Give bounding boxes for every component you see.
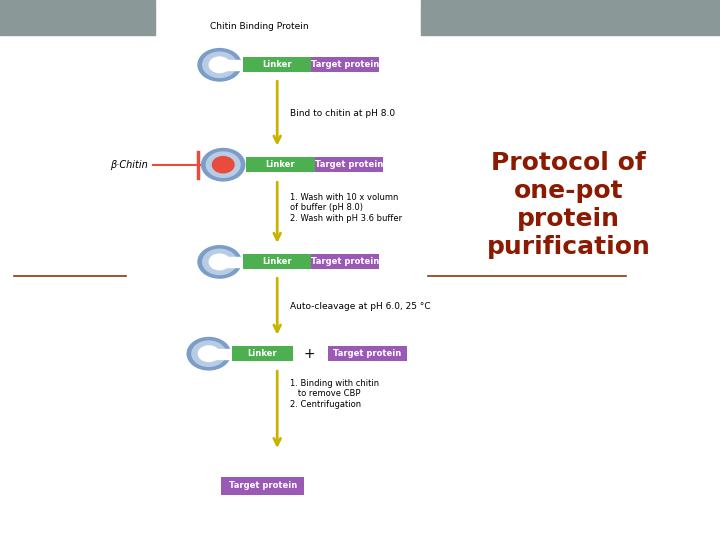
- Circle shape: [203, 52, 236, 77]
- Bar: [219, 257, 241, 267]
- FancyBboxPatch shape: [328, 346, 407, 361]
- FancyBboxPatch shape: [246, 157, 315, 172]
- Circle shape: [210, 57, 230, 72]
- Bar: [421, 0, 720, 35]
- Circle shape: [187, 338, 230, 370]
- Circle shape: [207, 152, 240, 177]
- FancyBboxPatch shape: [315, 157, 383, 172]
- Text: Target protein: Target protein: [311, 60, 379, 69]
- Text: Target protein: Target protein: [333, 349, 401, 358]
- Text: Linker: Linker: [262, 258, 292, 266]
- Circle shape: [210, 254, 230, 269]
- Text: Target protein: Target protein: [229, 482, 297, 490]
- Circle shape: [198, 246, 241, 278]
- Text: 1. Wash with 10 x volumn
of buffer (pH 8.0)
2. Wash with pH 3.6 buffer: 1. Wash with 10 x volumn of buffer (pH 8…: [290, 193, 402, 222]
- FancyBboxPatch shape: [243, 254, 311, 269]
- Circle shape: [192, 341, 225, 366]
- FancyBboxPatch shape: [311, 254, 379, 269]
- FancyBboxPatch shape: [311, 57, 379, 72]
- Text: Chitin Binding Protein: Chitin Binding Protein: [210, 22, 308, 31]
- Text: Target protein: Target protein: [311, 258, 379, 266]
- Text: Target protein: Target protein: [315, 160, 383, 169]
- Circle shape: [199, 346, 219, 361]
- Text: 1. Binding with chitin
   to remove CBP
2. Centrifugation: 1. Binding with chitin to remove CBP 2. …: [290, 379, 379, 409]
- Text: Protocol of
one-pot
protein
purification: Protocol of one-pot protein purification: [487, 152, 651, 259]
- Circle shape: [202, 148, 245, 181]
- FancyBboxPatch shape: [232, 346, 293, 361]
- Bar: [207, 349, 230, 359]
- Text: +: +: [304, 347, 315, 361]
- Circle shape: [212, 157, 234, 173]
- Circle shape: [198, 49, 241, 81]
- Text: Bind to chitin at pH 8.0: Bind to chitin at pH 8.0: [290, 109, 395, 118]
- Bar: [0, 0, 155, 35]
- FancyBboxPatch shape: [222, 477, 304, 495]
- Text: β·Chitin: β·Chitin: [110, 160, 148, 170]
- Text: Auto-cleavage at pH 6.0, 25 °C: Auto-cleavage at pH 6.0, 25 °C: [290, 302, 431, 311]
- Bar: [219, 60, 241, 70]
- Circle shape: [203, 249, 236, 274]
- Text: Linker: Linker: [248, 349, 277, 358]
- FancyBboxPatch shape: [243, 57, 311, 72]
- Text: Linker: Linker: [262, 60, 292, 69]
- Text: Linker: Linker: [266, 160, 295, 169]
